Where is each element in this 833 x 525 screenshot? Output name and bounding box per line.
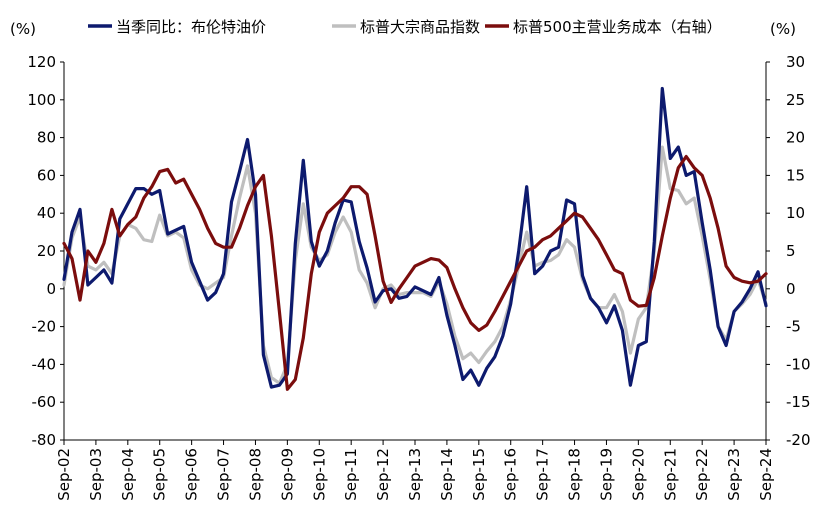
right-tick-label: -10 xyxy=(786,355,811,373)
x-tick-label: Sep-20 xyxy=(629,448,647,501)
x-tick-label: Sep-05 xyxy=(151,448,169,501)
x-tick-label: Sep-21 xyxy=(661,448,679,501)
right-tick-label: -20 xyxy=(786,431,811,449)
left-tick-label: 60 xyxy=(37,166,56,184)
legend: 当季同比：布伦特油价 标普大宗商品指数 标普500主营业务成本（右轴） xyxy=(88,18,722,36)
left-tick-label: 40 xyxy=(37,204,56,222)
left-tick-label: 80 xyxy=(37,129,56,147)
axes: -80 -60 -40 -20 0 20 40 60 80 100 120 -20 -15 -10 -5 0 5… xyxy=(27,53,810,501)
x-tick-label: Sep-18 xyxy=(566,448,584,501)
right-tick-label: 5 xyxy=(786,242,796,260)
x-tick-label: Sep-11 xyxy=(342,448,360,501)
right-tick-label: 30 xyxy=(786,53,805,71)
x-tick-label: Sep-09 xyxy=(278,448,296,501)
right-tick-label: 10 xyxy=(786,204,805,222)
right-tick-label: 0 xyxy=(786,280,796,298)
left-tick-label: -60 xyxy=(32,393,57,411)
left-tick-label: 120 xyxy=(27,53,56,71)
x-tick-label: Sep-08 xyxy=(246,448,264,501)
x-tick-label: Sep-10 xyxy=(310,448,328,501)
left-tick-label: -20 xyxy=(32,318,57,336)
x-tick-label: Sep-15 xyxy=(470,448,488,501)
x-tick-label: Sep-16 xyxy=(502,448,520,501)
right-tick-label: 20 xyxy=(786,129,805,147)
right-axis-unit: (%) xyxy=(770,20,796,38)
left-tick-label: 20 xyxy=(37,242,56,260)
legend-label-sp500-cost: 标普500主营业务成本（右轴） xyxy=(513,18,722,36)
x-tick-label: Sep-14 xyxy=(438,448,456,501)
x-tick-label: Sep-23 xyxy=(725,448,743,501)
legend-label-sp-commodity: 标普大宗商品指数 xyxy=(360,18,480,36)
right-tick-label: 25 xyxy=(786,91,805,109)
right-tick-label: 15 xyxy=(786,166,805,184)
x-tick-label: Sep-12 xyxy=(374,448,392,501)
x-tick-label: Sep-07 xyxy=(215,448,233,501)
left-tick-label: -40 xyxy=(32,355,57,373)
x-tick-label: Sep-19 xyxy=(597,448,615,501)
left-tick-label: -80 xyxy=(32,431,57,449)
x-tick-label: Sep-06 xyxy=(183,448,201,501)
series-line-sp500-cost xyxy=(62,154,768,391)
right-tick-label: -5 xyxy=(786,318,801,336)
x-tick-label: Sep-04 xyxy=(119,448,137,501)
left-axis-unit: (%) xyxy=(10,20,36,38)
left-tick-label: 100 xyxy=(27,91,56,109)
x-tick-label: Sep-02 xyxy=(55,448,73,501)
x-tick-label: Sep-03 xyxy=(87,448,105,501)
series-line-brent xyxy=(62,86,768,389)
x-tick-label: Sep-13 xyxy=(406,448,424,501)
x-tick-label: Sep-22 xyxy=(693,448,711,501)
left-tick-label: 0 xyxy=(46,280,56,298)
legend-label-brent: 当季同比：布伦特油价 xyxy=(116,18,266,36)
x-tick-label: Sep-17 xyxy=(534,448,552,501)
x-tick-label: Sep-24 xyxy=(757,448,775,501)
right-tick-label: -15 xyxy=(786,393,811,411)
series-layer xyxy=(62,86,768,391)
